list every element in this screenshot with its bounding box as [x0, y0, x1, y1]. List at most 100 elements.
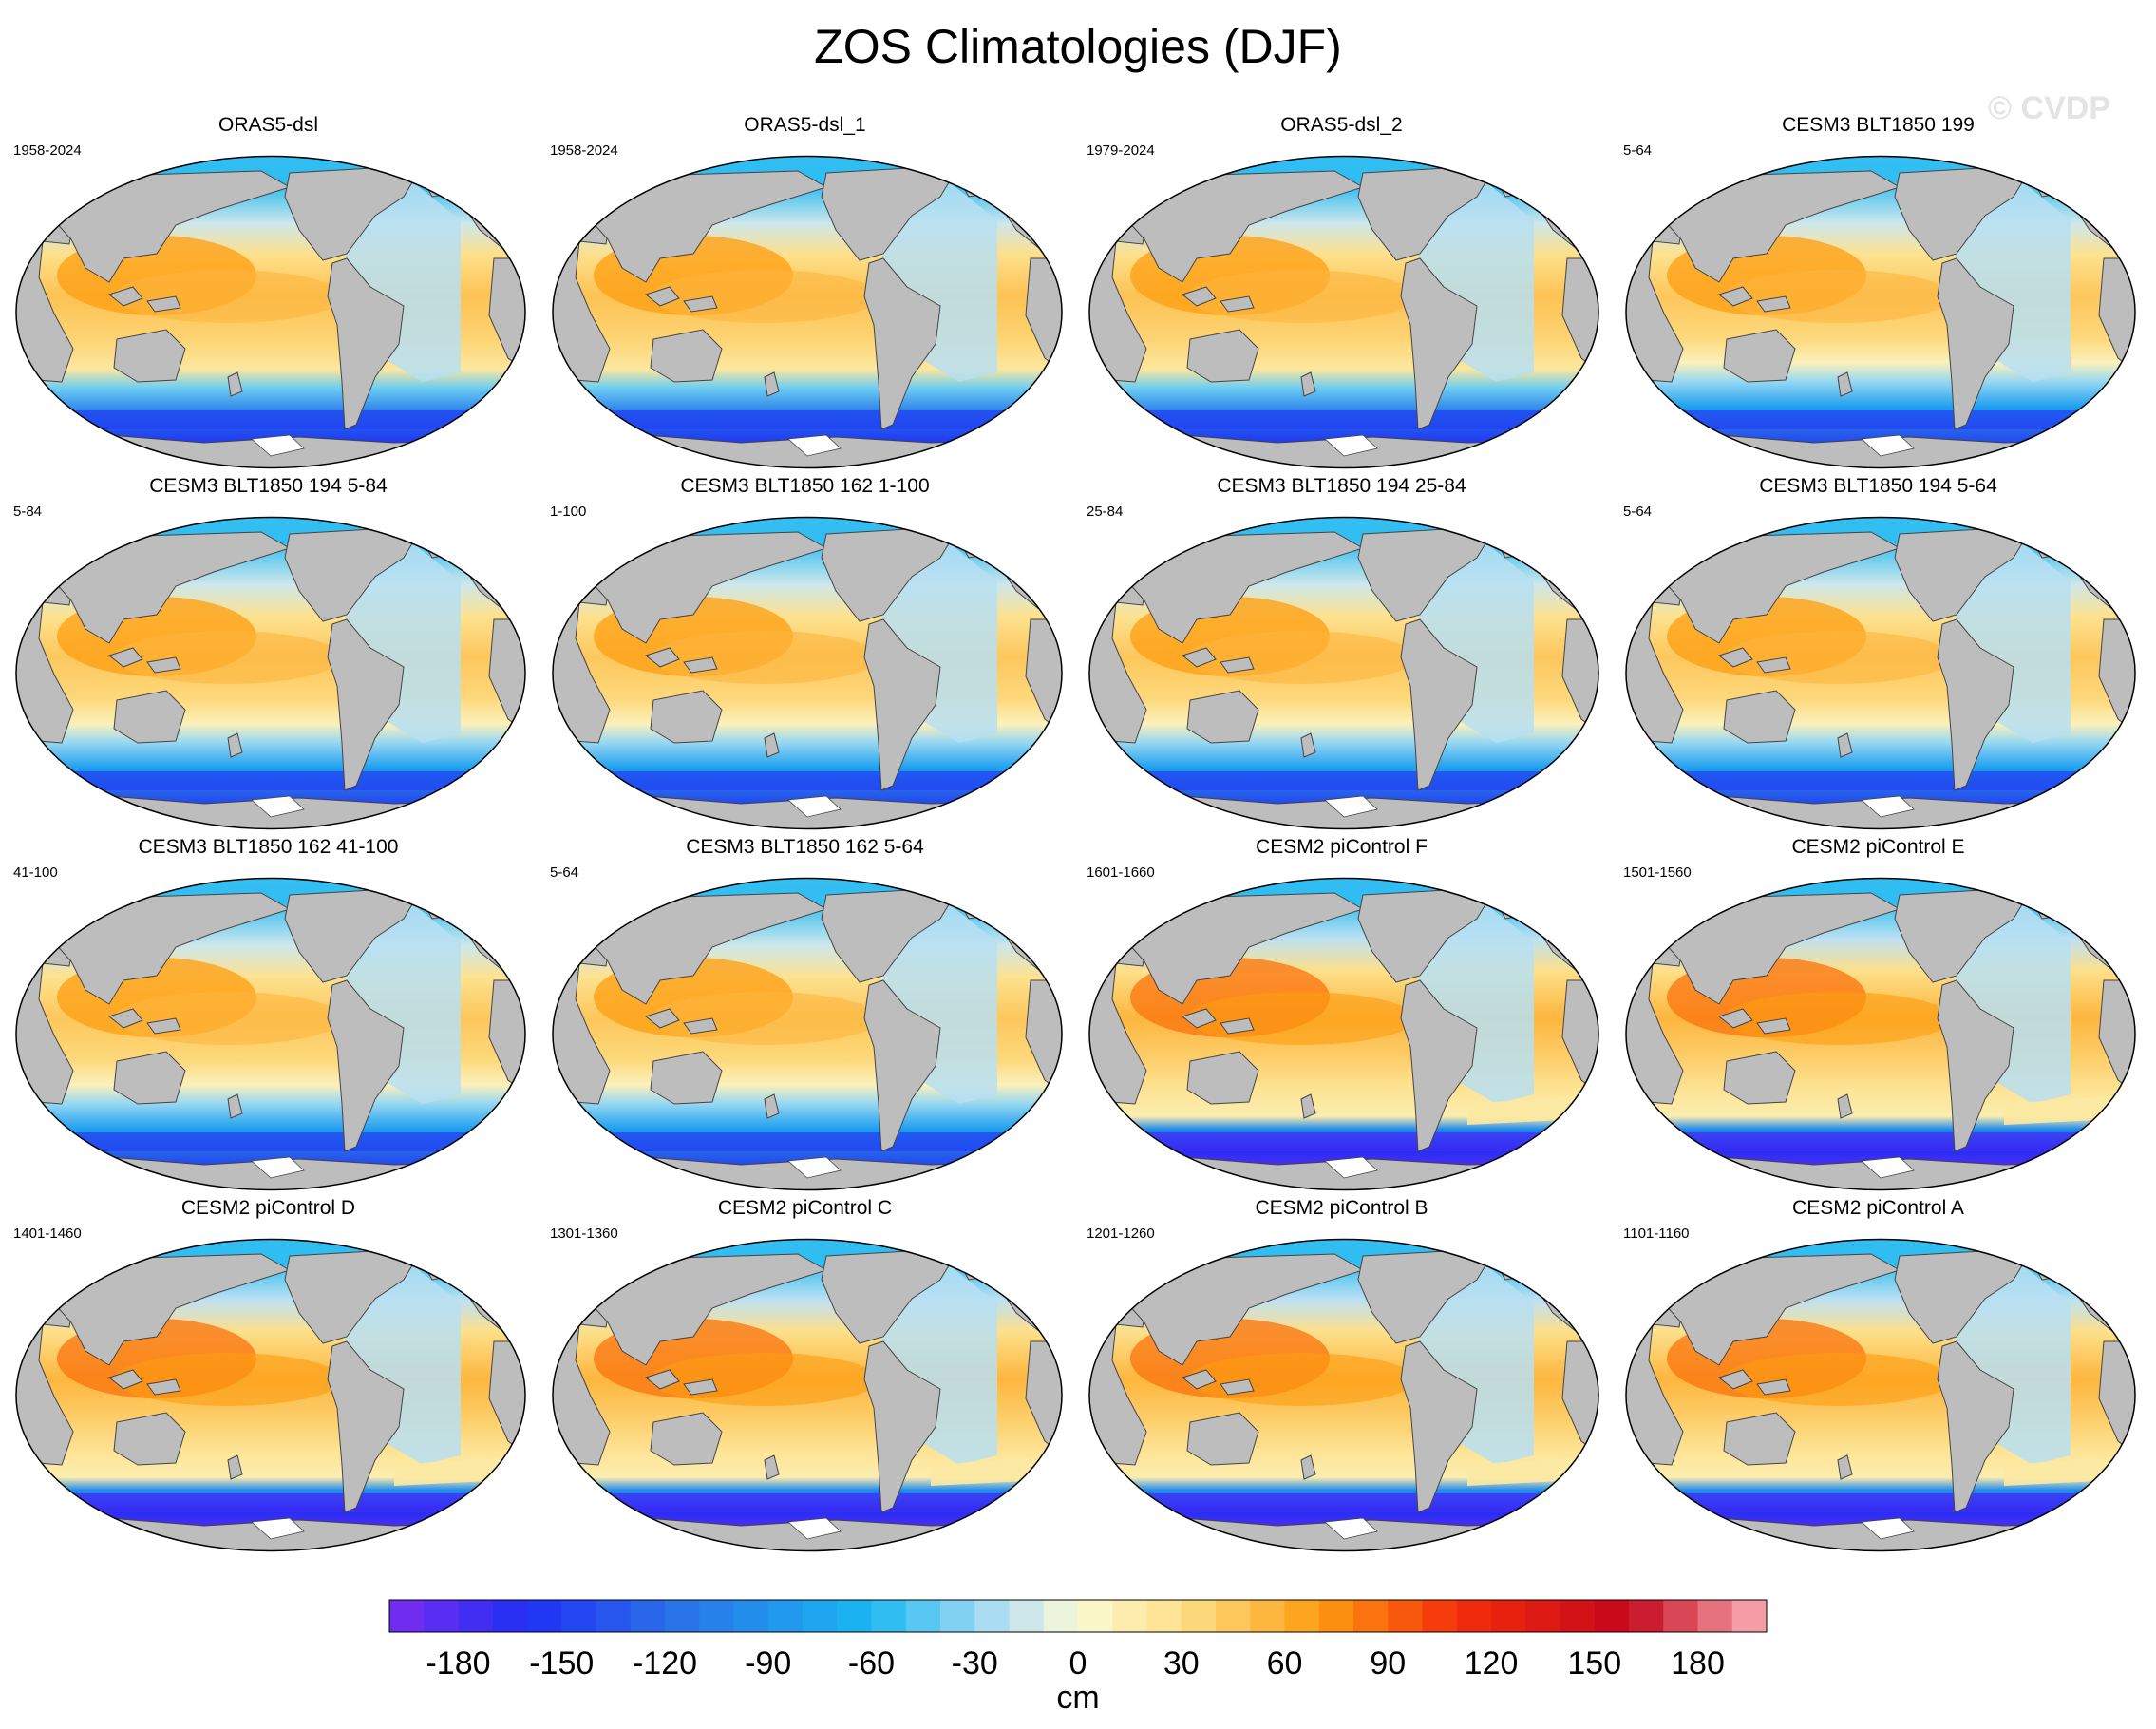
ice-shelf	[1324, 434, 1378, 457]
page-title: ZOS Climatologies (DJF)	[814, 20, 1342, 73]
asia-land	[1125, 170, 1365, 283]
australia-land	[650, 329, 723, 383]
map-panel: CESM2 piControl B 1201-1260	[1073, 1197, 1610, 1563]
panel-years: 1601-1660	[1087, 864, 1155, 881]
ssh-map	[1625, 877, 2136, 1191]
indonesia-land	[644, 1369, 680, 1390]
asia-land	[1661, 531, 1901, 644]
indonesia-land	[1717, 647, 1753, 668]
ice-shelf	[787, 1156, 842, 1179]
colorbar-bin	[1629, 1600, 1664, 1632]
colorbar-bin	[1525, 1600, 1560, 1632]
australia-land	[113, 1051, 186, 1105]
map-panel: CESM3 BLT1850 162 5-64 5-64	[537, 836, 1073, 1202]
panel-title: CESM2 piControl E	[1791, 836, 1965, 858]
new-zealand-land	[764, 1093, 780, 1119]
asia-land	[588, 892, 828, 1005]
new-zealand-land	[1837, 1454, 1853, 1480]
panel-title: CESM3 BLT1850 194 5-84	[149, 475, 388, 497]
colorbar-bin	[1181, 1600, 1217, 1632]
panel-title: CESM3 BLT1850 199	[1782, 114, 1975, 136]
new-zealand-land	[1837, 1093, 1853, 1119]
panel-years: 5-84	[13, 504, 43, 520]
asia-land	[588, 1253, 828, 1366]
colorbar-bin	[1422, 1600, 1458, 1632]
new-guinea-land	[1220, 656, 1255, 674]
map-border	[15, 516, 526, 830]
colorbar-bin	[1009, 1600, 1045, 1632]
colorbar-bin	[699, 1600, 734, 1632]
colorbar-bin	[1731, 1600, 1768, 1632]
ssh-map	[1625, 155, 2136, 469]
panel-title: ORAS5-dsl	[217, 114, 319, 136]
indonesia-land	[644, 647, 680, 668]
panel-years: 41-100	[13, 864, 58, 881]
ice-shelf	[1324, 1517, 1378, 1540]
new-guinea-land	[1756, 1378, 1791, 1396]
panel-title: CESM3 BLT1850 162 41-100	[138, 836, 399, 858]
colorbar-bin	[1216, 1600, 1251, 1632]
colorbar-bin	[424, 1600, 459, 1632]
colorbar-tick-label: -150	[529, 1645, 594, 1682]
new-guinea-land	[146, 1017, 181, 1035]
new-zealand-land	[1837, 371, 1853, 397]
map-border	[15, 1238, 526, 1552]
new-guinea-land	[1220, 1017, 1255, 1035]
ssh-map	[1625, 516, 2136, 830]
colorbar-bin	[1491, 1600, 1526, 1632]
map-border	[552, 516, 1063, 830]
colorbar-bin	[1078, 1600, 1113, 1632]
new-zealand-land	[764, 732, 780, 758]
ssh-map	[15, 155, 526, 469]
south-america-land	[1937, 979, 2014, 1152]
indonesia-land	[644, 1008, 680, 1029]
panel-title: CESM3 BLT1850 194 25-84	[1217, 475, 1466, 497]
watermark: © CVDP	[1988, 90, 2110, 126]
australia-land	[113, 329, 186, 383]
ice-shelf	[1861, 1156, 1915, 1179]
map-panel: CESM3 BLT1850 194 5-84 5-84	[0, 475, 537, 841]
asia-land	[588, 170, 828, 283]
colorbar-bin	[1284, 1600, 1320, 1632]
ice-shelf	[251, 1156, 305, 1179]
south-america-land	[1400, 1340, 1478, 1513]
australia-land	[113, 690, 186, 744]
panel-title: CESM2 piControl A	[1792, 1197, 1964, 1219]
panel-years: 1979-2024	[1087, 142, 1155, 159]
asia-land	[588, 531, 828, 644]
indonesia-land	[1181, 286, 1217, 307]
new-zealand-land	[227, 371, 243, 397]
colorbar-bin	[1112, 1600, 1147, 1632]
asia-land	[1661, 170, 1901, 283]
indonesia-land	[644, 286, 680, 307]
new-zealand-land	[764, 1454, 780, 1480]
map-panel: CESM2 piControl A 1101-1160	[1610, 1197, 2147, 1563]
south-america-land	[863, 257, 941, 430]
indonesia-land	[107, 1008, 143, 1029]
new-guinea-land	[1220, 1378, 1255, 1396]
new-guinea-land	[1220, 295, 1255, 313]
map-border	[552, 155, 1063, 469]
colorbar-bin	[1318, 1600, 1354, 1632]
panel-title: CESM2 piControl D	[180, 1197, 356, 1219]
map-border	[1625, 1238, 2136, 1552]
panel-years: 1201-1260	[1087, 1226, 1155, 1242]
map-border	[1625, 877, 2136, 1191]
new-zealand-land	[227, 1093, 243, 1119]
colorbar-tick-label: -180	[426, 1645, 490, 1682]
ice-shelf	[787, 434, 842, 457]
panel-years: 5-64	[1623, 142, 1653, 159]
south-america-land	[1937, 1340, 2014, 1513]
map-border	[1625, 155, 2136, 469]
new-zealand-land	[1300, 1093, 1316, 1119]
indonesia-land	[1181, 647, 1217, 668]
colorbar-tick-label: 0	[1069, 1645, 1087, 1682]
new-guinea-land	[146, 656, 181, 674]
colorbar-bin	[1594, 1600, 1630, 1632]
new-zealand-land	[1837, 732, 1853, 758]
map-border	[15, 155, 526, 469]
ice-shelf	[1324, 795, 1378, 818]
australia-land	[1723, 329, 1796, 383]
colorbar-tick-label: -90	[745, 1645, 791, 1682]
ssh-map	[552, 1238, 1063, 1552]
